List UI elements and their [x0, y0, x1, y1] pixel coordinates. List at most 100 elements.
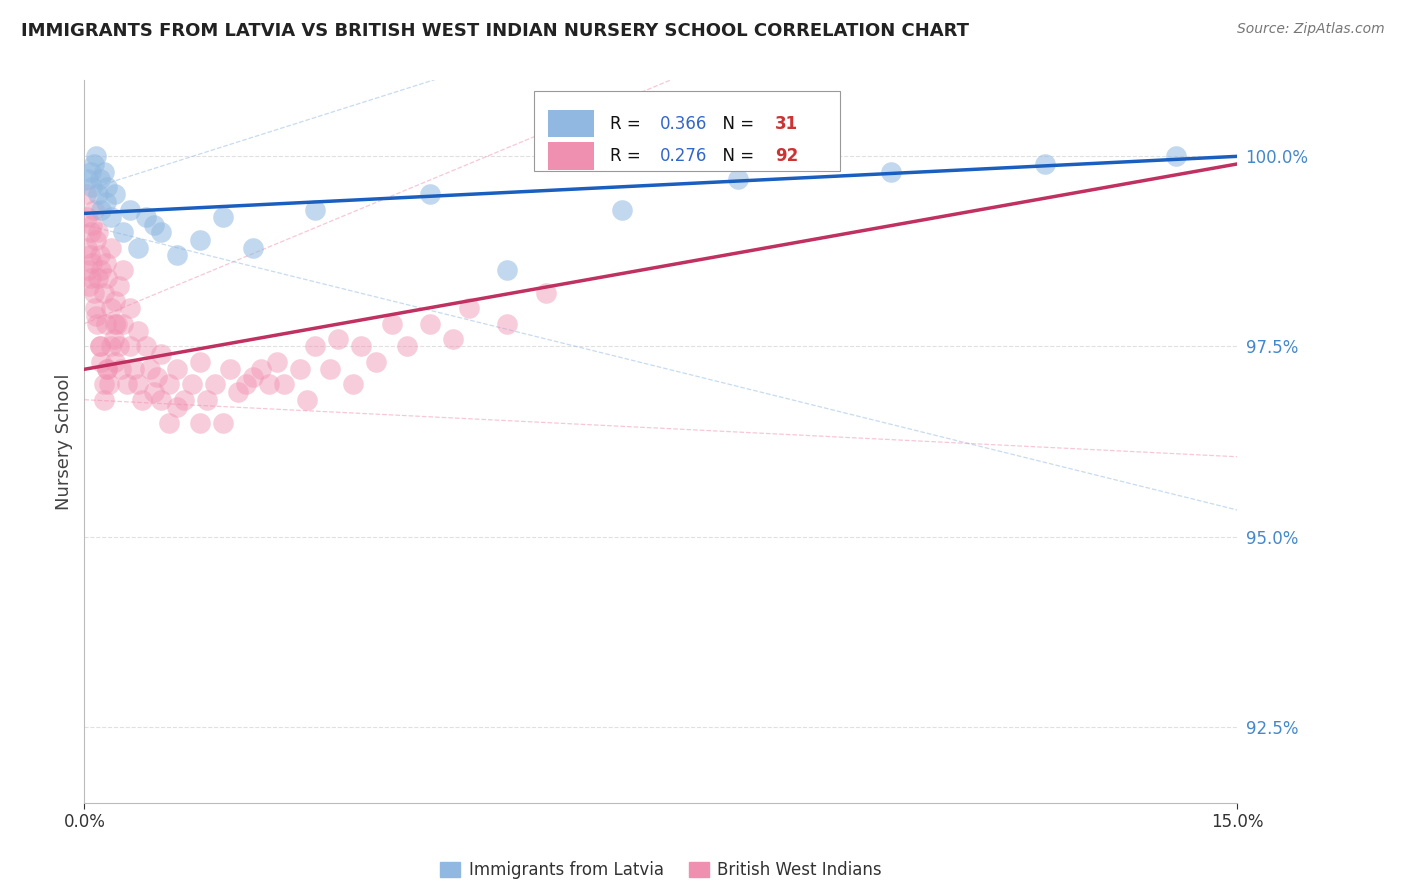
- Point: [79, 164, 101, 178]
- Point: [211, 416, 233, 430]
- Text: 0.366: 0.366: [659, 115, 707, 133]
- Point: [188, 416, 211, 430]
- Point: [76, 241, 98, 255]
- Text: N =: N =: [711, 115, 759, 133]
- Point: [419, 187, 441, 202]
- Point: [124, 362, 146, 376]
- Point: [304, 202, 326, 217]
- Point: [135, 210, 157, 224]
- Point: [80, 271, 103, 285]
- Point: [496, 263, 519, 277]
- Point: [146, 370, 169, 384]
- Point: [419, 317, 441, 331]
- Point: [181, 377, 204, 392]
- Point: [1033, 157, 1056, 171]
- Point: [612, 202, 634, 217]
- Point: [94, 194, 117, 209]
- Point: [104, 293, 127, 308]
- Point: [257, 377, 280, 392]
- Point: [94, 317, 117, 331]
- Point: [100, 339, 122, 353]
- Point: [142, 218, 165, 232]
- Point: [104, 187, 127, 202]
- Point: [87, 271, 110, 285]
- Point: [166, 401, 188, 415]
- Point: [84, 301, 107, 316]
- Point: [100, 210, 122, 224]
- Point: [111, 226, 134, 240]
- Point: [204, 377, 226, 392]
- Point: [94, 256, 117, 270]
- Point: [77, 263, 100, 277]
- FancyBboxPatch shape: [548, 110, 593, 137]
- Point: [534, 286, 557, 301]
- Point: [266, 354, 288, 368]
- Point: [77, 172, 100, 186]
- Point: [219, 362, 242, 376]
- Point: [90, 202, 112, 217]
- Point: [89, 172, 111, 186]
- Point: [381, 317, 404, 331]
- Point: [120, 301, 142, 316]
- Point: [366, 354, 388, 368]
- Point: [150, 347, 173, 361]
- Point: [111, 317, 134, 331]
- Point: [173, 392, 195, 407]
- Text: 92: 92: [775, 147, 799, 165]
- Point: [96, 179, 118, 194]
- Point: [880, 164, 903, 178]
- Point: [242, 241, 264, 255]
- Point: [226, 385, 249, 400]
- Point: [157, 416, 180, 430]
- Point: [96, 362, 118, 376]
- Point: [89, 339, 111, 353]
- Point: [150, 226, 173, 240]
- Point: [1164, 149, 1187, 163]
- Point: [100, 241, 122, 255]
- Point: [127, 241, 149, 255]
- Point: [96, 362, 118, 376]
- Point: [288, 362, 311, 376]
- Point: [93, 286, 115, 301]
- Point: [84, 309, 107, 323]
- Point: [84, 233, 107, 247]
- Point: [93, 392, 115, 407]
- Point: [76, 210, 98, 224]
- Text: R =: R =: [610, 147, 647, 165]
- Legend: Immigrants from Latvia, British West Indians: Immigrants from Latvia, British West Ind…: [433, 855, 889, 886]
- Point: [115, 377, 138, 392]
- Point: [142, 385, 165, 400]
- Point: [89, 248, 111, 262]
- Point: [108, 278, 131, 293]
- Point: [127, 377, 149, 392]
- Point: [93, 164, 115, 178]
- Point: [127, 324, 149, 338]
- Point: [195, 392, 218, 407]
- Point: [304, 339, 326, 353]
- Point: [75, 187, 97, 202]
- Point: [108, 339, 131, 353]
- Point: [90, 263, 112, 277]
- Point: [496, 317, 519, 331]
- Point: [297, 392, 319, 407]
- Point: [100, 301, 122, 316]
- Point: [83, 157, 105, 171]
- Point: [211, 210, 233, 224]
- Point: [89, 339, 111, 353]
- Point: [727, 172, 749, 186]
- Point: [138, 362, 160, 376]
- Point: [235, 377, 257, 392]
- Point: [86, 317, 108, 331]
- Point: [80, 256, 103, 270]
- Point: [104, 317, 127, 331]
- Point: [79, 226, 101, 240]
- Point: [441, 332, 464, 346]
- Point: [396, 339, 419, 353]
- Point: [103, 332, 125, 346]
- Point: [87, 187, 110, 202]
- Point: [326, 332, 349, 346]
- Point: [188, 354, 211, 368]
- Text: Source: ZipAtlas.com: Source: ZipAtlas.com: [1237, 22, 1385, 37]
- Text: R =: R =: [610, 115, 647, 133]
- Point: [84, 149, 107, 163]
